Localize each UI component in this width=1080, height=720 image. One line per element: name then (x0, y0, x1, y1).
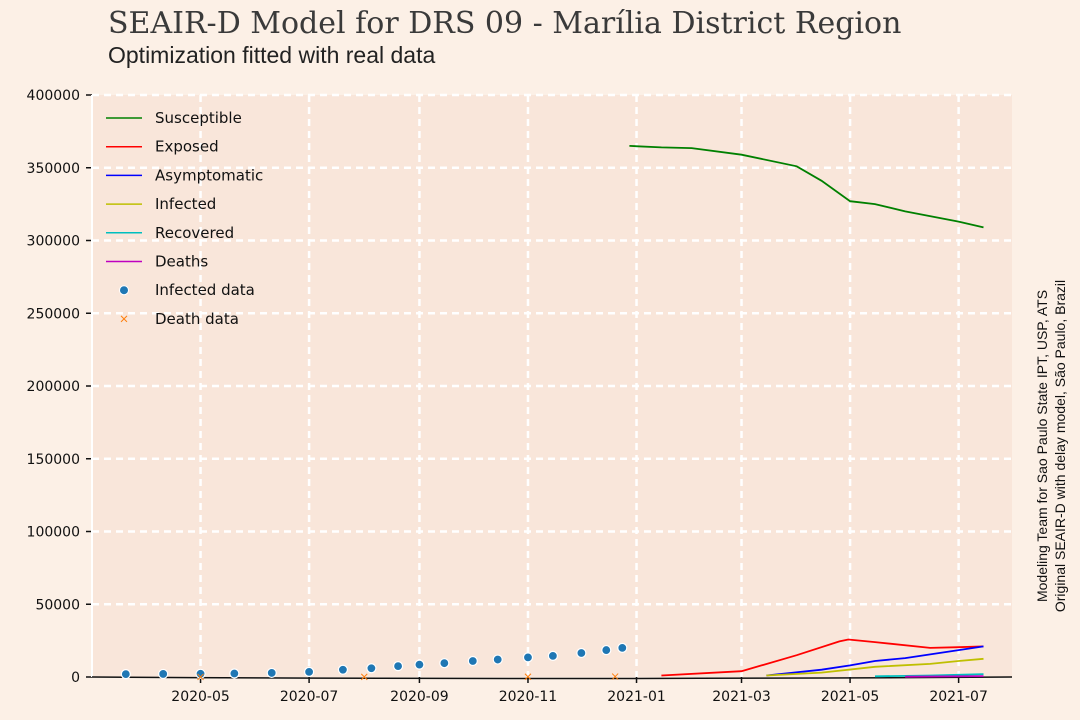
series-line-asymptomatic (766, 645, 984, 677)
x-tick-label: 2021-03 (712, 689, 771, 705)
y-tick-label: 250000 (27, 306, 80, 322)
infected-data-point (601, 644, 612, 656)
legend-swatch-infected-data (119, 285, 129, 296)
x-tick-label: 2021-05 (821, 689, 880, 705)
legend-label-exposed: Exposed (155, 138, 219, 156)
series-layer (120, 145, 984, 681)
y-tick-label: 0 (71, 670, 80, 686)
x-tick-label: 2020-07 (280, 689, 339, 705)
infected-data-point (547, 650, 558, 662)
infected-data-point (576, 647, 587, 659)
infected-data-point (414, 659, 425, 670)
y-tick-label: 300000 (27, 234, 80, 250)
infected-data-point (492, 654, 503, 665)
death-data-point (611, 673, 619, 680)
credit-line-1: Modeling Team for Sao Paulo State IPT, U… (1034, 290, 1050, 602)
infected-data-point (617, 642, 628, 654)
infected-data-point (120, 668, 131, 680)
y-tick-label: 100000 (27, 525, 80, 541)
chart-title: SEAIR-D Model for DRS 09 - Marília Distr… (108, 6, 902, 41)
legend-label-susceptible: Susceptible (155, 109, 242, 127)
infected-data-point (337, 664, 349, 675)
x-tick-label: 2020-11 (499, 689, 558, 705)
infected-data-point (439, 658, 450, 669)
legend-label-deaths: Deaths (155, 253, 208, 271)
x-tick-label: 2021-01 (607, 689, 666, 705)
series-line-infected (766, 657, 984, 677)
credits: Modeling Team for Sao Paulo State IPT, U… (1034, 280, 1068, 612)
legend-label-infected: Infected (155, 195, 216, 213)
infected-data-point (366, 663, 377, 674)
infected-data-point (195, 668, 206, 679)
x-tick-label: 2021-07 (929, 689, 988, 705)
infected-data-point (229, 668, 240, 679)
legend-label-death-data: Death data (155, 310, 239, 328)
series-line-recovered (874, 673, 984, 678)
series-line-exposed (661, 638, 984, 677)
chart-subtitle: Optimization fitted with real data (108, 42, 436, 68)
infected-data-point (522, 652, 534, 663)
x-tick-label: 2020-05 (171, 689, 230, 705)
legend: Susceptible Exposed Asymptomatic Infected Re… (106, 109, 263, 328)
death-data-point (197, 673, 204, 681)
x-tick-label: 2020-09 (390, 689, 449, 705)
infected-data-point (303, 666, 315, 678)
x-axis-line (91, 676, 1013, 680)
infected-data-point (266, 667, 277, 679)
y-tick-label: 400000 (27, 88, 80, 104)
credit-line-2: Original SEAIR-D with delay model, São P… (1052, 280, 1068, 612)
infected-data-point (392, 660, 404, 672)
infected-data-point (158, 668, 169, 680)
series-line-susceptible (629, 145, 984, 229)
infected-data-point (467, 655, 478, 667)
y-tick-label: 150000 (27, 452, 80, 468)
axes: 0 50000 100000 150000 200000 250000 300000 3500… (27, 88, 1013, 705)
legend-swatch-death-data (120, 315, 128, 323)
death-data-point (360, 673, 368, 681)
death-data-point (524, 673, 532, 681)
legend-label-infected-data: Infected data (155, 281, 255, 299)
grid-lines (92, 93, 1012, 677)
legend-label-asymptomatic: Asymptomatic (155, 166, 263, 184)
series-line-deaths (905, 675, 984, 678)
y-tick-label: 50000 (35, 597, 80, 613)
y-tick-label: 350000 (27, 161, 80, 177)
legend-label-recovered: Recovered (155, 224, 234, 242)
y-tick-label: 200000 (27, 379, 80, 395)
